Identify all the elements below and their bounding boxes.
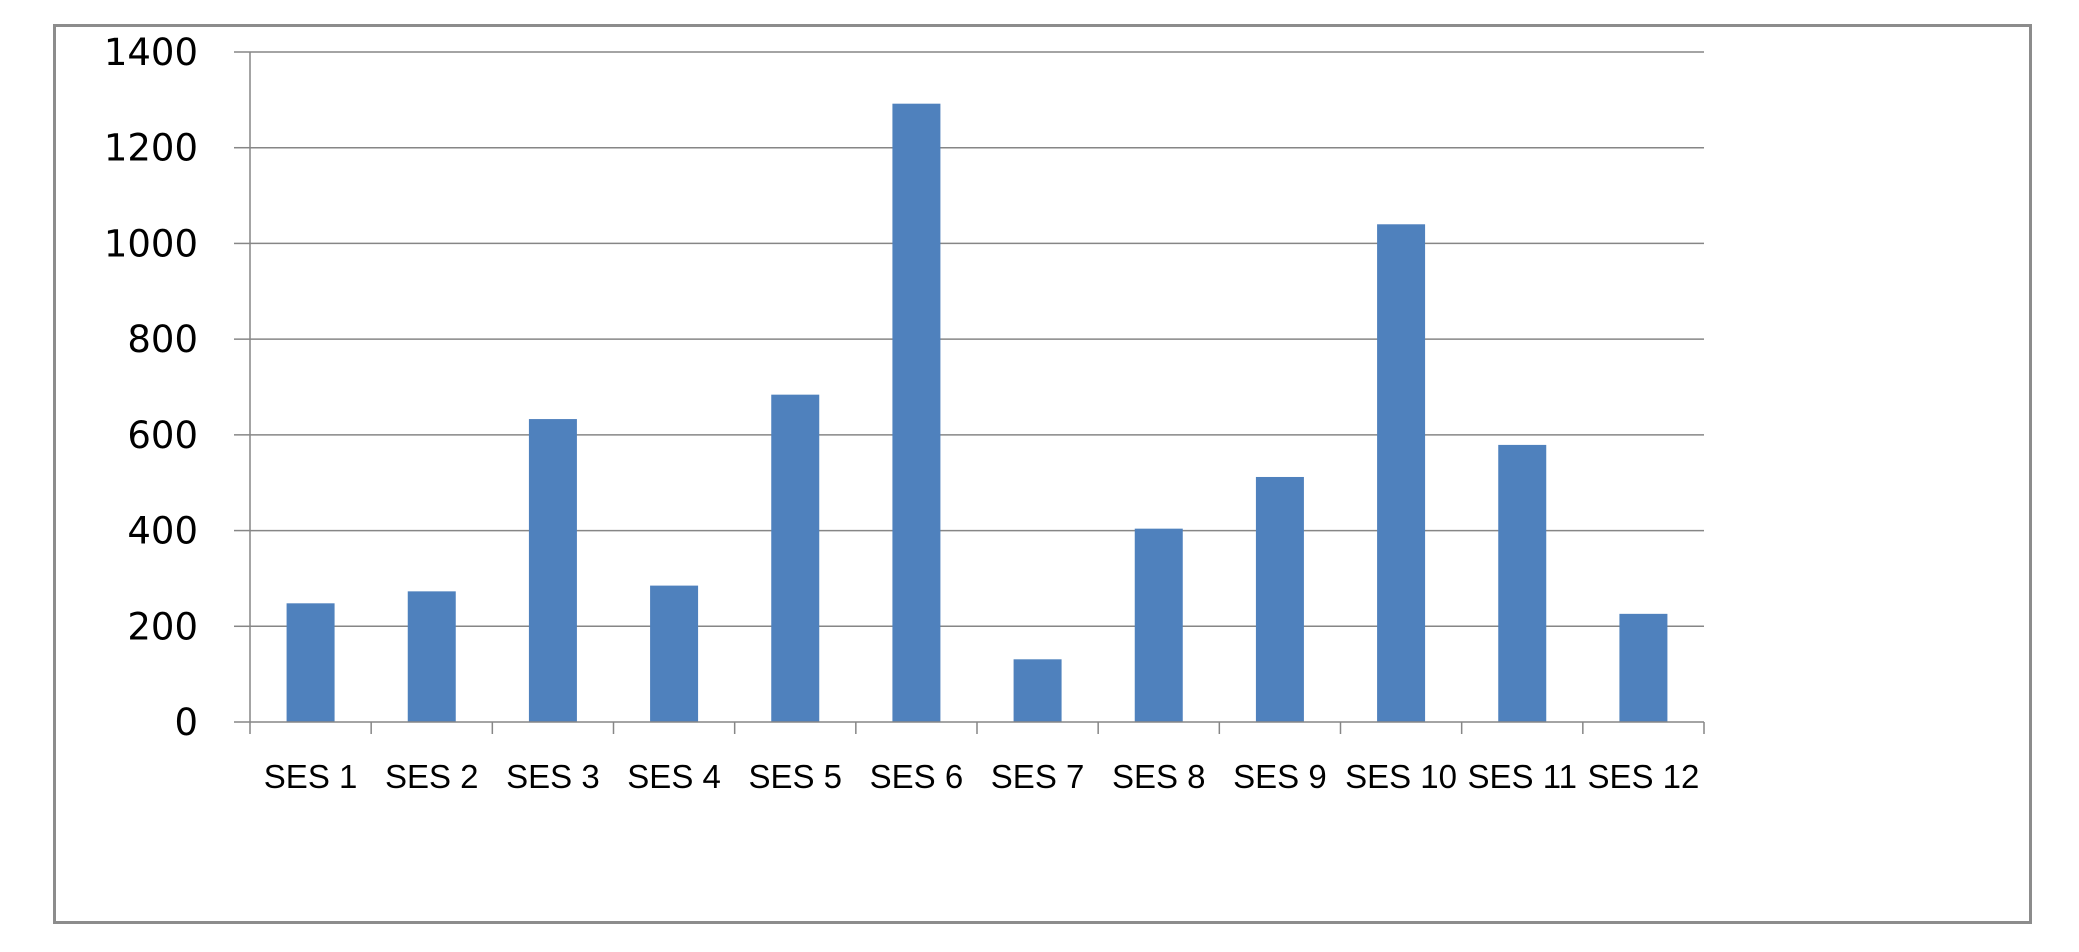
- bar-ses-1: [286, 603, 335, 722]
- tick-labels: 0 200 400 600 800 1000 1200 1400 SES 1 SES 2 SES 3…: [104, 31, 1700, 795]
- x-tick-label: SES 6: [870, 758, 964, 795]
- x-tick-label: SES 2: [385, 758, 479, 795]
- y-tick-label: 200: [127, 605, 198, 648]
- x-tick-label: SES 5: [748, 758, 842, 795]
- axes: [234, 51, 1705, 734]
- y-tick-label: 1000: [104, 222, 198, 265]
- x-tick-label: SES 1: [264, 758, 358, 795]
- x-tick-label: SES 7: [991, 758, 1085, 795]
- bar-ses-4: [650, 585, 699, 722]
- y-tick-label: 800: [127, 318, 198, 361]
- x-tick-label: SES 3: [506, 758, 600, 795]
- bar-ses-12: [1619, 613, 1668, 722]
- x-tick-label: SES 9: [1233, 758, 1327, 795]
- bar-ses-9: [1255, 476, 1304, 722]
- y-tick-label: 1400: [104, 31, 198, 74]
- bar-ses-2: [407, 591, 456, 722]
- y-tick-label: 0: [174, 701, 198, 744]
- y-tick-label: 600: [127, 414, 198, 457]
- bar-ses-7: [1013, 659, 1062, 722]
- bar-ses-3: [528, 419, 577, 722]
- x-tick-label: SES 10: [1345, 758, 1457, 795]
- y-tick-label: 1200: [104, 127, 198, 170]
- bar-ses-6: [892, 103, 941, 722]
- bar-ses-10: [1377, 224, 1426, 723]
- bar-ses-5: [771, 394, 820, 722]
- bar-ses-11: [1498, 444, 1547, 722]
- x-tick-label: SES 8: [1112, 758, 1206, 795]
- x-tick-label: SES 11: [1468, 758, 1577, 795]
- x-tick-label: SES 4: [627, 758, 721, 795]
- x-tick-label: SES 12: [1587, 758, 1699, 795]
- y-tick-label: 400: [127, 510, 198, 553]
- chart-frame: [53, 24, 2032, 924]
- bars: [286, 103, 1668, 723]
- bar-ses-8: [1134, 528, 1183, 722]
- gridlines: [250, 51, 1704, 628]
